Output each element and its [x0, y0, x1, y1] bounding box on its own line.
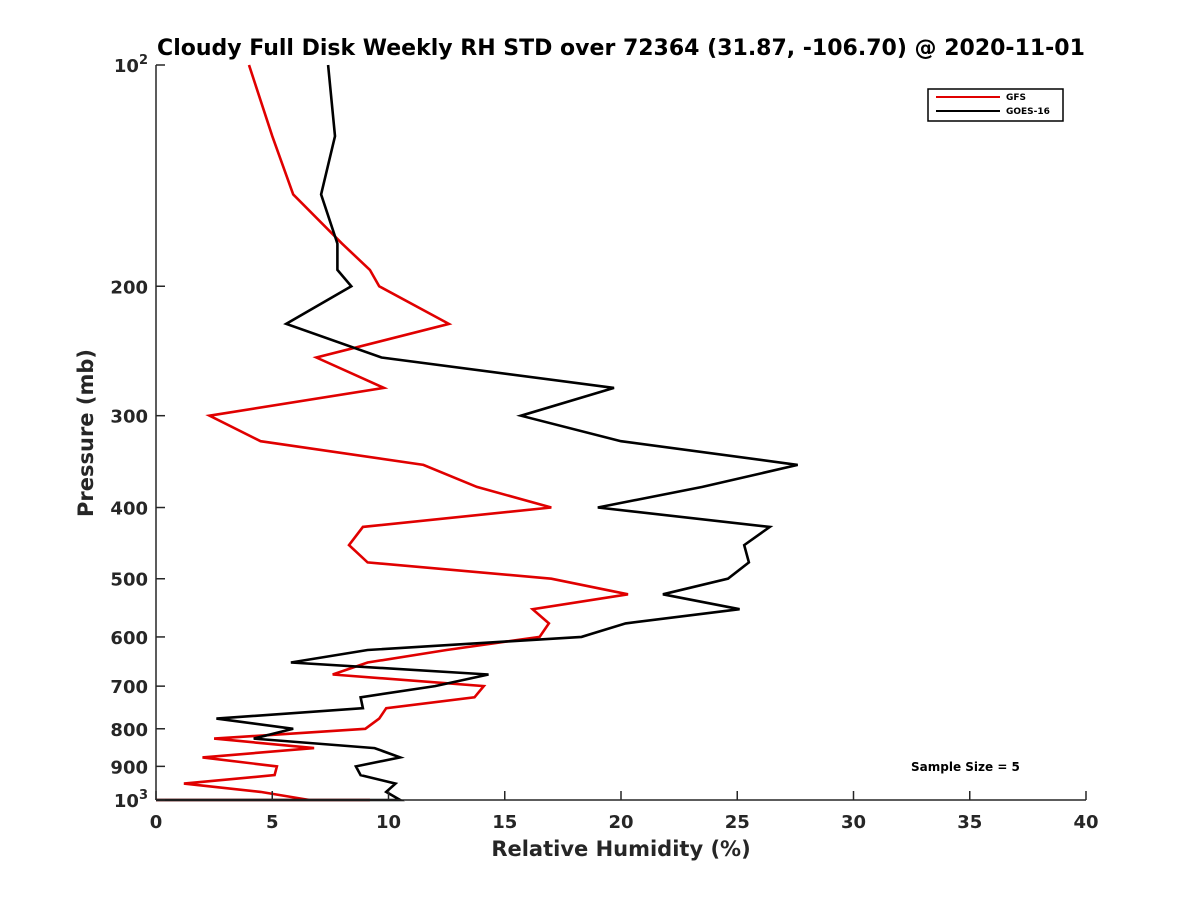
y-tick-label: 200 — [110, 277, 148, 298]
legend-box — [927, 88, 1064, 122]
series-line-gfs — [156, 64, 629, 802]
x-tick-label: 5 — [266, 812, 279, 833]
x-tick-label: 10 — [376, 812, 401, 833]
series-line-goes-16 — [156, 64, 798, 802]
x-tick-label: 35 — [957, 812, 982, 833]
x-tick-label: 25 — [725, 812, 750, 833]
x-tick-label: 15 — [492, 812, 517, 833]
x-tick-label: 40 — [1073, 812, 1098, 833]
y-axis-label: Pressure (mb) — [74, 349, 98, 517]
chart-title: Cloudy Full Disk Weekly RH STD over 7236… — [157, 36, 1085, 61]
x-tick-label: 0 — [150, 812, 163, 833]
y-tick-label: 103 — [114, 788, 148, 812]
y-tick-label: 102 — [114, 53, 148, 77]
x-axis-label: Relative Humidity (%) — [491, 837, 750, 861]
y-tick-label: 600 — [110, 628, 148, 649]
x-tick-label: 20 — [608, 812, 633, 833]
legend-label-gfs: GFS — [1006, 93, 1026, 103]
y-tick-label: 900 — [110, 757, 148, 778]
sample-size-annotation: Sample Size = 5 — [911, 760, 1020, 774]
y-tick-label: 300 — [110, 407, 148, 428]
y-tick-label: 800 — [110, 720, 148, 741]
y-tick-label: 400 — [110, 499, 148, 520]
y-tick-label: 700 — [110, 677, 148, 698]
legend-label-goes16: GOES-16 — [1006, 107, 1050, 117]
x-tick-label: 30 — [841, 812, 866, 833]
plot-area — [156, 65, 1086, 800]
y-tick-label: 500 — [110, 570, 148, 591]
y-ticks: 102 200 300 400 500 600 700 800 900 103 — [110, 53, 165, 812]
x-ticks: 0 5 10 15 20 25 30 35 40 — [150, 791, 1099, 833]
series-layer — [156, 64, 798, 802]
legend: GFS GOES-16 — [927, 88, 1064, 122]
